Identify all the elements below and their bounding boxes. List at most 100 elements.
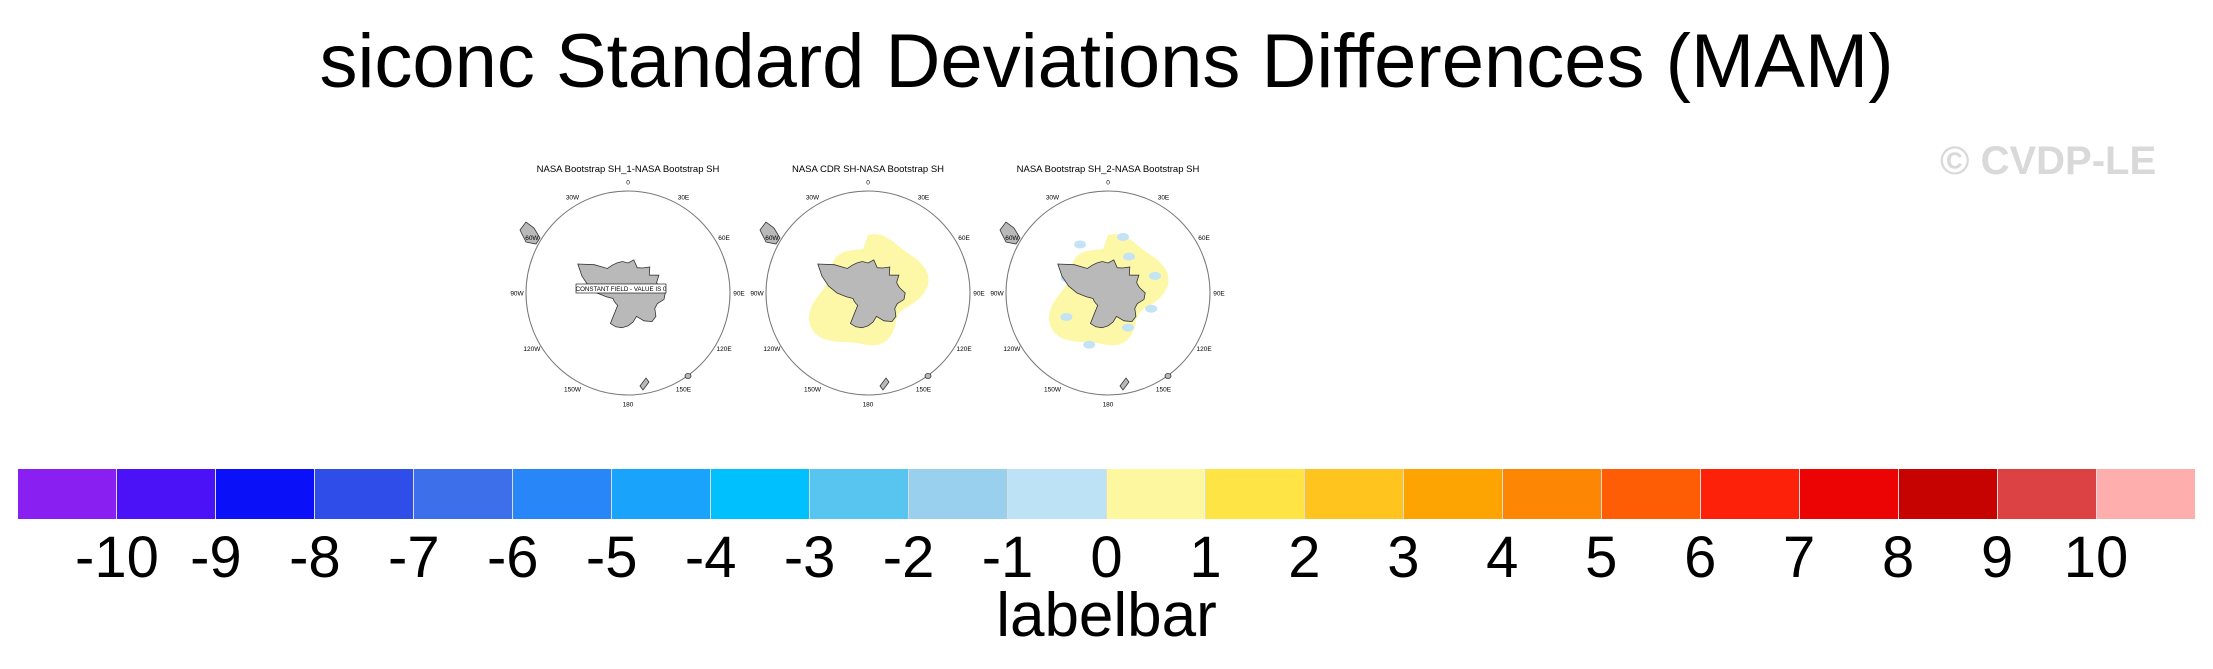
longitude-label: 150E (676, 387, 692, 394)
south-america-landmass (999, 221, 1021, 245)
polar-map: 0 30E 60E 90E 120E 150E 180 150W 120W 90W 60W 30W (990, 180, 1225, 409)
longitude-label: 90W (510, 291, 524, 298)
labelbar-swatch (612, 469, 711, 519)
labelbar-tick-label: -2 (882, 525, 935, 590)
labelbar-swatch (1107, 469, 1206, 519)
map-panel-2: NASA CDR SH-NASA Bootstrap SH 0 30E 60E 90E… (750, 164, 985, 409)
labelbar-swatch (414, 469, 513, 519)
longitude-label: 30W (806, 194, 820, 201)
labelbar-tick-label: 4 (1486, 525, 1519, 590)
labelbar-tick-label: -10 (75, 525, 159, 590)
longitude-label: 150E (1156, 387, 1172, 394)
panel-title: NASA CDR SH-NASA Bootstrap SH (791, 164, 945, 175)
labelbar-tick-label: 7 (1783, 525, 1816, 590)
labelbar-tick-label: -8 (289, 525, 341, 590)
longitude-label: 60W (525, 235, 539, 242)
tasmania-landmass (924, 373, 932, 379)
new-zealand-landmass (639, 377, 650, 391)
sea-ice-anomaly-negative (1122, 323, 1134, 332)
longitude-label: 150W (804, 387, 822, 394)
new-zealand-landmass (879, 377, 890, 391)
longitude-label: 60E (718, 235, 730, 242)
south-america-landmass (759, 221, 781, 245)
longitude-label: 60E (958, 235, 970, 242)
tasmania-landmass (684, 373, 692, 379)
longitude-label: 0 (626, 180, 630, 187)
longitude-label: 30E (1158, 194, 1170, 201)
labelbar-swatch (315, 469, 414, 519)
labelbar-tick-label: 0 (1090, 525, 1123, 590)
new-zealand-landmass (1119, 377, 1130, 391)
labelbar-swatch (117, 469, 216, 519)
longitude-label: 30W (1046, 194, 1060, 201)
labelbar-swatch (711, 469, 810, 519)
labelbar-swatch (1800, 469, 1899, 519)
labelbar-tick-label: -3 (783, 525, 836, 590)
polar-map: 0 30E 60E 90E 120E 150E 180 150W 120W 90W 60W 30W CO… (510, 180, 745, 409)
longitude-label: 30E (918, 194, 930, 201)
labelbar-tick-label: 8 (1881, 525, 1915, 590)
labelbar-tick-label: 2 (1288, 525, 1321, 590)
labelbar-swatch (1998, 469, 2097, 519)
labelbar-swatch (18, 469, 117, 519)
labelbar-swatch (1008, 469, 1107, 519)
page-title: siconc Standard Deviations Differences (… (319, 19, 1894, 104)
antarctica-landmass (577, 259, 666, 329)
labelbar-swatch (909, 469, 1008, 519)
longitude-label: 150E (916, 387, 932, 394)
labelbar-tick-label: 10 (2063, 525, 2129, 590)
sea-ice-anomaly-negative (1117, 233, 1129, 241)
longitude-label: 90W (990, 291, 1004, 298)
panel-title: NASA Bootstrap SH_1-NASA Bootstrap SH (536, 164, 720, 175)
constant-field-note: CONSTANT FIELD - VALUE IS 0 (576, 283, 667, 294)
labelbar-tick-label: 9 (1980, 525, 2014, 590)
map-panel-1: NASA Bootstrap SH_1-NASA Bootstrap SH 0 3… (510, 164, 745, 409)
sea-ice-anomaly-negative (1149, 271, 1161, 280)
sea-ice-anomaly-negative (1145, 304, 1158, 313)
longitude-label: 90E (1213, 291, 1225, 298)
longitude-label: 90W (750, 291, 764, 298)
longitude-label: 150W (1044, 387, 1062, 394)
longitude-label: 30W (566, 194, 580, 201)
labelbar-swatch (1503, 469, 1602, 519)
svg-text:CONSTANT FIELD - VALUE IS 0: CONSTANT FIELD - VALUE IS 0 (576, 286, 667, 293)
sea-ice-anomaly-negative (1060, 313, 1073, 321)
labelbar-swatch (1701, 469, 1800, 519)
longitude-label: 60W (1005, 235, 1019, 242)
labelbar-tick-label: -1 (981, 525, 1034, 590)
longitude-label: 0 (866, 180, 870, 187)
panel-title: NASA Bootstrap SH_2-NASA Bootstrap SH (1016, 164, 1200, 175)
longitude-label: 150W (564, 387, 582, 394)
tasmania-landmass (1164, 373, 1172, 379)
longitude-label: 120E (1197, 346, 1213, 353)
labelbar-tick-label: -4 (684, 525, 737, 590)
labelbar-tick-label: -6 (486, 525, 539, 590)
longitude-label: 120W (763, 346, 781, 353)
color-labelbar (18, 469, 2195, 519)
labelbar-tick-label: 1 (1189, 525, 1222, 590)
longitude-label: 120E (957, 346, 973, 353)
longitude-label: 120W (1003, 346, 1021, 353)
labelbar-tick-label: -9 (190, 525, 242, 590)
labelbar-swatch (1602, 469, 1701, 519)
labelbar-tick-label: -5 (585, 525, 638, 590)
polar-map: 0 30E 60E 90E 120E 150E 180 150W 120W 90W 60W 30W (750, 180, 985, 409)
sea-ice-anomaly-negative (1074, 240, 1086, 249)
antarctica-landmass (1057, 259, 1146, 329)
watermark: © CVDP-LE (1940, 139, 2157, 183)
labelbar-swatch (1305, 469, 1404, 519)
labelbar-swatch (1206, 469, 1305, 519)
longitude-label: 60W (765, 235, 779, 242)
labelbar-tick-label: 6 (1684, 525, 1717, 590)
labelbar-tick-label: -7 (388, 525, 440, 590)
longitude-label: 60E (1198, 235, 1210, 242)
labelbar-swatch (513, 469, 612, 519)
labelbar-ticks: -10 -9 -8 -7 -6 -5 -4 -3 -2 -1 0 1 2 3 4 5 6 7 8 9 10 (0, 528, 2213, 588)
labelbar-swatch (1899, 469, 1998, 519)
labelbar-tick-label: 5 (1585, 525, 1618, 590)
labelbar-swatch (810, 469, 909, 519)
south-america-landmass (519, 221, 541, 245)
longitude-label: 180 (623, 402, 634, 409)
antarctica-landmass (817, 259, 906, 329)
longitude-label: 120W (523, 346, 541, 353)
